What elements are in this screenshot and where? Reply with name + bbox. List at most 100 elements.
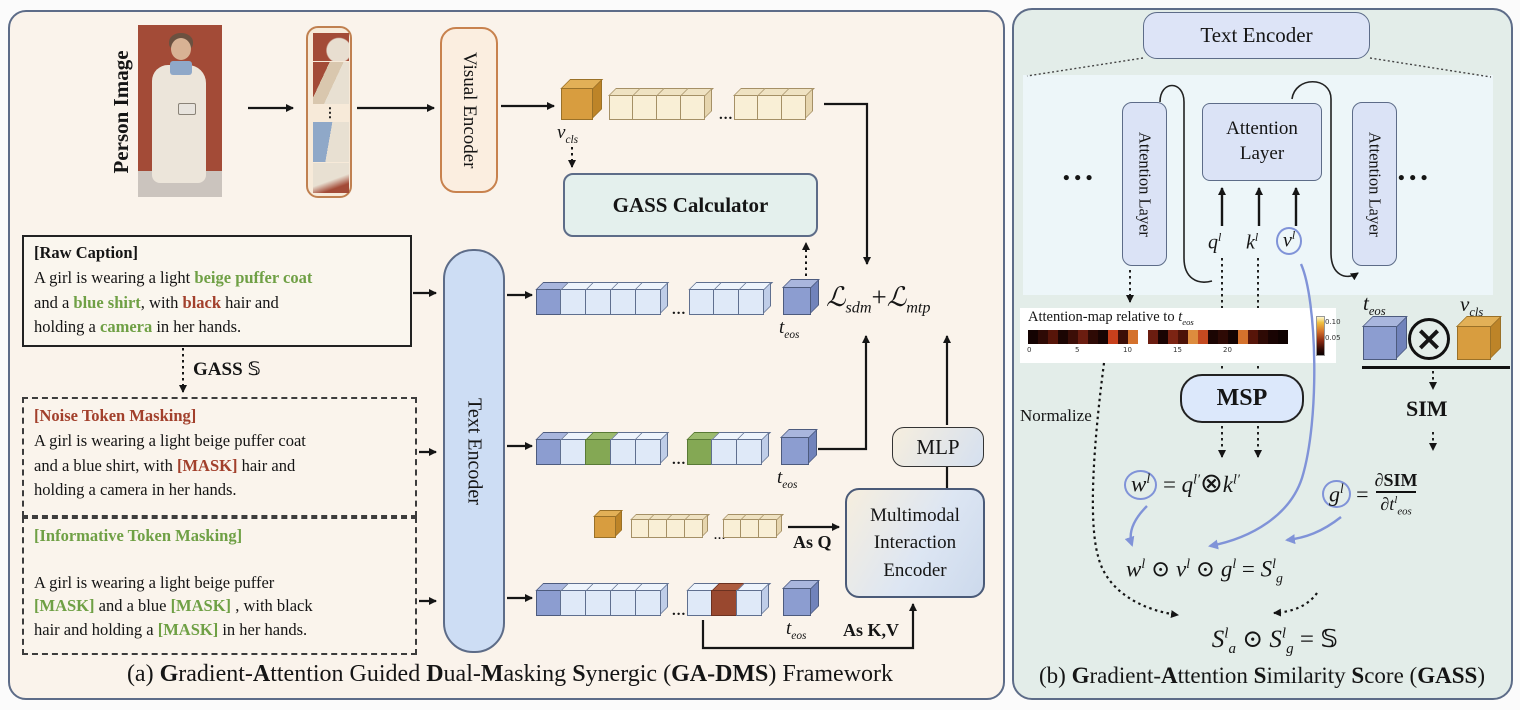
ellipsis: ... — [719, 107, 734, 123]
otimes-icon: × — [1408, 318, 1450, 360]
heatmap-cell — [1118, 330, 1128, 344]
g-formula-lhs: gl = — [1322, 479, 1369, 509]
ellipsis: ... — [672, 603, 687, 619]
attention-map-panel: Attention-map relative to teos 0 5 10 15… — [1020, 308, 1341, 363]
gass-calculator-box: GASS Calculator — [563, 173, 818, 237]
token-cube-green — [585, 439, 612, 465]
attention-layer-center-box: Attention Layer — [1202, 103, 1322, 181]
patch-dots: ⋮ — [323, 105, 337, 120]
token-cube-dark — [535, 439, 562, 465]
w-formula: wl = ql′⊗kl′ — [1124, 468, 1240, 501]
dots-right: • • • — [1398, 168, 1428, 189]
g-formula: gl = ∂SIM ∂tleos — [1322, 470, 1418, 518]
person-collar — [170, 61, 192, 75]
token-cube-light — [711, 439, 738, 465]
heatmap-cell — [1238, 330, 1248, 344]
heatmap-cell — [1048, 330, 1058, 344]
token-cube-light — [736, 439, 763, 465]
heatmap-cell — [1158, 330, 1168, 344]
normalize-label: Normalize — [1020, 406, 1092, 425]
informative-masking-box: [Informative Token Masking] A girl is we… — [22, 517, 417, 655]
heatmap-tick: 15 — [1173, 346, 1182, 354]
heatmap-cell — [1248, 330, 1258, 344]
heatmap-cell — [1168, 330, 1178, 344]
v-cls-cube — [560, 88, 593, 120]
k-label: kl — [1246, 230, 1259, 254]
visual-encoder-box: Visual Encoder — [440, 27, 498, 193]
ellipsis: ... — [672, 302, 687, 318]
text-token-row-raw — [535, 289, 661, 315]
heatmap-cell — [1258, 330, 1268, 344]
t-eos-cube-b — [1362, 326, 1397, 360]
token-cube-dark — [535, 289, 562, 315]
t-eos-label: teos — [777, 467, 798, 491]
g-formula-numerator: ∂SIM — [1374, 470, 1418, 490]
patch-3 — [313, 122, 349, 162]
heatmap-colorbar — [1316, 316, 1325, 356]
heatmap-cell — [1078, 330, 1088, 344]
q-label: ql — [1208, 230, 1222, 254]
t-eos-label: teos — [779, 317, 800, 341]
heatmap-cell — [1188, 330, 1198, 344]
token-cube-light — [634, 439, 661, 465]
person-image — [138, 25, 222, 197]
v-cls-cube-small — [593, 516, 616, 538]
token-cube-light — [688, 289, 715, 315]
as-q-label: As Q — [793, 532, 832, 552]
raw-caption-box: [Raw Caption] A girl is wearing a light … — [22, 235, 412, 347]
heatmap-cell — [1068, 330, 1078, 344]
v-label: vl — [1276, 227, 1303, 255]
token-cube-vlight — [722, 519, 742, 538]
fraction-bar — [1362, 366, 1510, 369]
token-cube-vlight — [648, 519, 668, 538]
token-cube-light — [585, 289, 612, 315]
text-token-row-noise — [686, 439, 763, 465]
mie-line: Multimodal — [870, 504, 960, 526]
token-cube-light — [634, 289, 661, 315]
visual-token-row — [733, 95, 807, 120]
heatmap-cell — [1198, 330, 1208, 344]
text-token-row-raw — [688, 289, 765, 315]
ellipsis: ... — [714, 528, 726, 542]
v-cls-cube-b — [1456, 326, 1491, 360]
token-cube-vlight — [740, 519, 760, 538]
token-cube-vcls — [560, 88, 593, 120]
heatmap-cell — [1108, 330, 1118, 344]
patch-2 — [313, 62, 349, 104]
heatmap-cell — [1268, 330, 1278, 344]
heatmap-tick: 5 — [1075, 346, 1080, 354]
heatmap-cell — [1218, 330, 1228, 344]
heatmap-cell — [1038, 330, 1048, 344]
heatmap-cell — [1148, 330, 1158, 344]
token-cube-light — [609, 289, 636, 315]
heatmap-cell — [1128, 330, 1138, 344]
token-cube-light — [713, 289, 740, 315]
t-eos-label-b: teos — [1363, 291, 1386, 319]
token-cube-light — [736, 590, 763, 616]
multimodal-interaction-encoder-box: Multimodal Interaction Encoder — [845, 488, 985, 598]
token-cube-light — [560, 590, 587, 616]
dots-left: • • • — [1063, 168, 1093, 189]
wvg-formula: wl ⊙ vl ⊙ gl = Slg — [1126, 556, 1283, 586]
token-cube-brown — [711, 590, 738, 616]
patch-strip: ⋮ — [306, 26, 352, 198]
token-cube-vlight — [758, 519, 778, 538]
attention-layer-line: Attention — [1226, 118, 1298, 140]
token-cube-vlight — [630, 519, 650, 538]
text-token-row-informative — [686, 590, 763, 616]
colorbar-label: 0.10 — [1325, 318, 1341, 326]
token-cube-dark — [782, 588, 811, 616]
visual-token-row-small — [722, 519, 778, 538]
t-eos-label: teos — [786, 618, 807, 642]
heatmap-cell — [1138, 330, 1148, 344]
panel-b-caption: (b) Gradient-Attention Similarity Score … — [1039, 663, 1485, 688]
attention-layer-right-box: Attention Layer — [1352, 102, 1397, 266]
token-cube-vlight — [781, 95, 807, 120]
t-eos-cube — [780, 437, 809, 465]
mie-line: Encoder — [883, 559, 947, 581]
noise-masking-box: [Noise Token Masking] A girl is wearing … — [22, 397, 417, 517]
attention-map-title: Attention-map relative to teos — [1028, 309, 1194, 327]
g-formula-denominator: ∂tleos — [1376, 490, 1416, 518]
text-encoder-box: Text Encoder — [443, 249, 505, 653]
